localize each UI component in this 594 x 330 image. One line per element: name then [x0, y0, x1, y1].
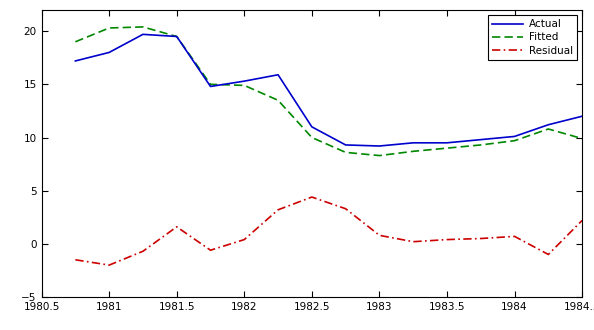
Fitted [173, 35, 181, 39]
Fitted [376, 153, 383, 157]
Residual [376, 233, 383, 237]
Actual [376, 144, 383, 148]
Actual [545, 123, 552, 127]
Residual [106, 263, 113, 267]
Actual [72, 59, 79, 63]
Fitted [308, 136, 315, 140]
Residual [72, 258, 79, 262]
Fitted [477, 143, 484, 147]
Actual [308, 125, 315, 129]
Fitted [342, 150, 349, 154]
Actual [207, 84, 214, 88]
Residual [274, 208, 282, 212]
Residual [207, 248, 214, 252]
Residual [443, 238, 450, 242]
Fitted [207, 82, 214, 86]
Residual [173, 225, 181, 229]
Actual [342, 143, 349, 147]
Residual [140, 249, 147, 253]
Fitted [274, 98, 282, 102]
Fitted [579, 137, 586, 141]
Fitted [106, 26, 113, 30]
Residual [579, 218, 586, 222]
Residual [511, 234, 518, 238]
Actual [410, 141, 417, 145]
Legend: Actual, Fitted, Residual: Actual, Fitted, Residual [488, 15, 577, 60]
Fitted [241, 83, 248, 87]
Actual [511, 134, 518, 138]
Actual [443, 141, 450, 145]
Residual [241, 238, 248, 242]
Fitted [511, 139, 518, 143]
Actual [140, 32, 147, 36]
Fitted [410, 149, 417, 153]
Line: Fitted: Fitted [75, 27, 582, 155]
Actual [477, 138, 484, 142]
Fitted [140, 25, 147, 29]
Fitted [443, 146, 450, 150]
Residual [545, 252, 552, 256]
Actual [173, 35, 181, 39]
Fitted [72, 40, 79, 44]
Actual [274, 73, 282, 77]
Actual [106, 50, 113, 54]
Residual [308, 195, 315, 199]
Fitted [545, 127, 552, 131]
Actual [579, 114, 586, 118]
Residual [477, 237, 484, 241]
Residual [342, 207, 349, 211]
Residual [410, 240, 417, 244]
Line: Residual: Residual [75, 197, 582, 265]
Actual [241, 79, 248, 83]
Line: Actual: Actual [75, 34, 582, 146]
